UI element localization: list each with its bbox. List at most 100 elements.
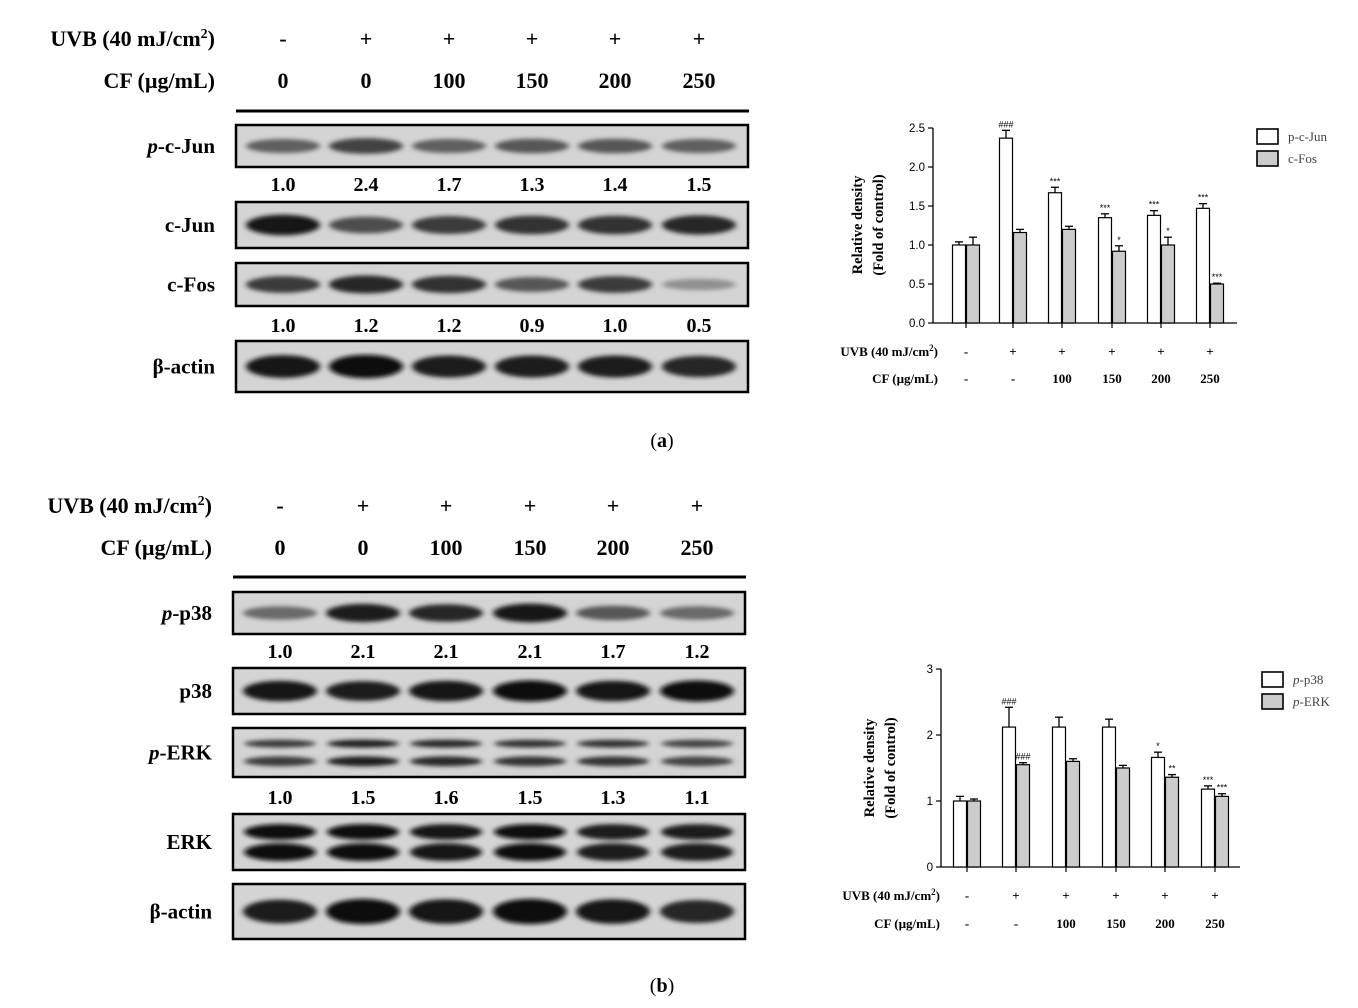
- uvb-lane-value: +: [607, 493, 620, 518]
- blot-frame: [231, 726, 747, 779]
- band: [327, 739, 399, 748]
- band: [660, 900, 734, 923]
- band: [494, 756, 566, 767]
- bar: [1200, 788, 1216, 868]
- x-uvb-value: +: [1211, 888, 1218, 903]
- density-value: 1.2: [354, 315, 379, 337]
- significance-mark: ###: [998, 119, 1013, 129]
- x-uvb-label: UVB (40 mJ/cm2): [842, 887, 940, 903]
- uvb-lane-value: +: [360, 26, 373, 51]
- legend-label: p-c-Jun: [1288, 129, 1327, 144]
- bar: [1160, 244, 1176, 324]
- density-value: 1.2: [437, 315, 462, 337]
- bar: [951, 244, 967, 324]
- blot-row: p-c-Jun 1.0 2.4 1.7 1.3 1.4 1.5: [145, 123, 750, 196]
- band: [494, 824, 566, 840]
- band: [661, 843, 733, 861]
- band: [243, 606, 317, 620]
- band: [409, 899, 483, 924]
- uvb-lane-value: +: [691, 493, 704, 518]
- band: [577, 843, 649, 861]
- band: [246, 276, 320, 293]
- band: [329, 354, 403, 379]
- x-cf-value: 200: [1155, 916, 1175, 931]
- blot-label: c-Jun: [165, 213, 215, 237]
- density-value: 1.3: [601, 787, 626, 809]
- x-uvb-value: +: [1161, 888, 1168, 903]
- band: [495, 355, 569, 378]
- band: [577, 756, 649, 767]
- bar: [1146, 214, 1162, 324]
- bar-chart-panel-b: 0 1 2 3 Relative density (Fold of control) ###…: [842, 664, 1330, 931]
- western-blot-panel-a: UVB (40 mJ/cm2) CF (µg/mL) - 0 +0 +100 +150 +20…: [50, 26, 750, 394]
- y-tick-label: 3: [927, 664, 933, 676]
- uvb-lane-value: -: [276, 493, 283, 518]
- cf-lane-value: 0: [275, 535, 286, 560]
- uvb-lane-value: +: [609, 26, 622, 51]
- band: [409, 680, 483, 702]
- x-uvb-value: +: [1206, 344, 1213, 359]
- density-value: 0.5: [687, 315, 712, 337]
- x-cf-value: -: [1011, 371, 1015, 386]
- x-uvb-value: -: [965, 888, 969, 903]
- band: [662, 215, 736, 235]
- density-value: 1.5: [518, 787, 543, 809]
- blot-row: ERK: [166, 812, 747, 872]
- x-uvb-value: +: [1157, 344, 1164, 359]
- y-axis-label: Relative density: [862, 718, 878, 817]
- blot-frame: [231, 666, 747, 716]
- band: [661, 739, 733, 748]
- uvb-label: UVB (40 mJ/cm2): [50, 26, 215, 51]
- blot-row: p38: [179, 666, 747, 716]
- blot-row: β-actin: [153, 339, 750, 394]
- x-uvb-value: +: [1108, 344, 1115, 359]
- band: [244, 739, 316, 748]
- band: [246, 355, 320, 378]
- significance-mark: ###: [1001, 696, 1016, 706]
- density-value: 1.6: [434, 787, 459, 809]
- band: [410, 756, 482, 767]
- uvb-lane-value: +: [526, 26, 539, 51]
- bar: [952, 800, 968, 868]
- density-value: 2.1: [351, 641, 376, 663]
- uvb-lane-value: +: [357, 493, 370, 518]
- blot-label: c-Fos: [167, 273, 215, 297]
- density-value: 1.0: [268, 787, 293, 809]
- band: [577, 739, 649, 748]
- density-value: 1.0: [603, 315, 628, 337]
- significance-mark: ###: [1015, 752, 1030, 762]
- significance-mark: *: [1117, 235, 1121, 245]
- y-tick-label: 0: [927, 862, 933, 874]
- x-uvb-value: +: [1062, 888, 1069, 903]
- x-uvb-value: -: [964, 344, 968, 359]
- density-value: 1.0: [268, 641, 293, 663]
- blot-frame: [231, 882, 747, 941]
- bar: [1195, 207, 1211, 324]
- x-cf-value: 100: [1056, 916, 1076, 931]
- x-cf-label: CF (µg/mL): [872, 371, 938, 386]
- blot-row: c-Jun: [165, 200, 750, 250]
- bar: [1101, 726, 1117, 868]
- band: [410, 739, 482, 748]
- bar: [1051, 726, 1067, 868]
- legend-swatch: [1256, 128, 1279, 145]
- bar: [1061, 228, 1077, 324]
- band: [493, 898, 567, 925]
- blot-label: p38: [179, 679, 212, 703]
- density-value: 1.2: [685, 641, 710, 663]
- band: [244, 824, 316, 840]
- band: [493, 603, 567, 623]
- y-tick-label: 2.0: [909, 162, 925, 174]
- blot-label: p-p38: [160, 601, 212, 625]
- band: [409, 604, 483, 622]
- density-value: 1.1: [685, 787, 710, 809]
- band: [578, 276, 652, 293]
- x-cf-value: -: [964, 371, 968, 386]
- blot-label: β-actin: [150, 900, 213, 924]
- band: [661, 756, 733, 767]
- y-tick-label: 1: [927, 796, 933, 808]
- band: [495, 277, 569, 292]
- band: [327, 756, 399, 767]
- legend-label: p-p38: [1292, 672, 1323, 687]
